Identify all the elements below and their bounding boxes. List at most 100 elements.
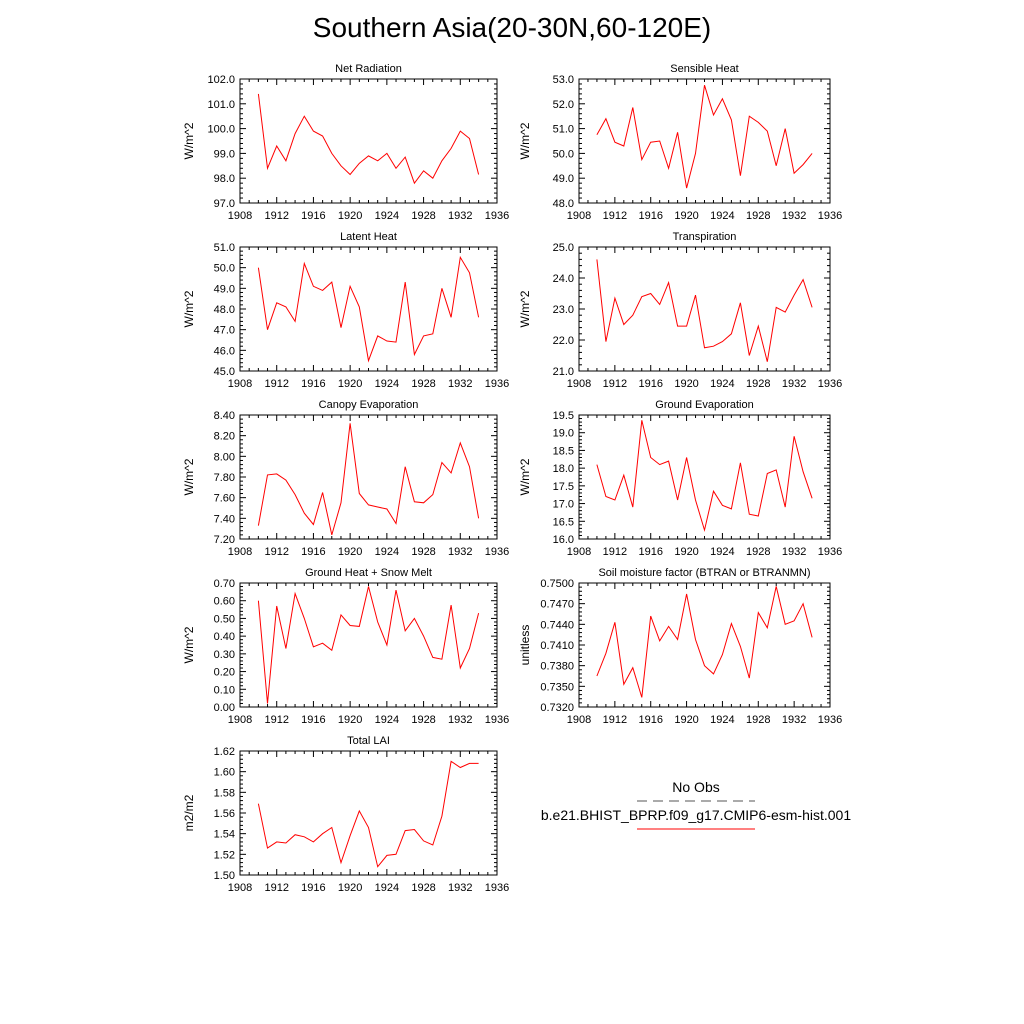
latent-heat-y-tick-label: 51.0 bbox=[214, 242, 235, 254]
total-lai-x-tick-label: 1928 bbox=[411, 882, 435, 894]
ground-heat-snow-melt-chart: 1908 1912 1916 1920 1924 1928 1932 1936 0.00 0.10… bbox=[182, 567, 509, 726]
sensible-heat-plot-frame bbox=[578, 78, 831, 204]
ground-evaporation-x-tick-label: 1932 bbox=[782, 546, 806, 558]
total-lai-x-tick-label: 1920 bbox=[338, 882, 362, 894]
ground-heat-snow-melt-x-tick-label: 1924 bbox=[375, 714, 399, 726]
total-lai-y-tick-label: 1.52 bbox=[214, 849, 235, 861]
total-lai-y-tick-label: 1.50 bbox=[214, 870, 235, 882]
sensible-heat-x-tick-label: 1920 bbox=[674, 210, 698, 222]
net-radiation-y-axis-label: W/m^2 bbox=[182, 122, 196, 159]
transpiration-x-tick-label: 1912 bbox=[603, 378, 627, 390]
net-radiation-y-tick-label: 97.0 bbox=[214, 198, 235, 210]
ground-heat-snow-melt-x-tick-label: 1920 bbox=[338, 714, 362, 726]
total-lai-title: Total LAI bbox=[347, 735, 390, 747]
latent-heat-x-tick-label: 1936 bbox=[485, 378, 509, 390]
ground-evaporation-title: Ground Evaporation bbox=[655, 399, 753, 411]
sensible-heat-x-tick-label: 1916 bbox=[638, 210, 662, 222]
transpiration-title: Transpiration bbox=[673, 231, 737, 243]
latent-heat-title: Latent Heat bbox=[340, 231, 397, 243]
transpiration-y-tick-label: 21.0 bbox=[553, 366, 574, 378]
legend-obs-label: No Obs bbox=[672, 779, 720, 795]
ground-heat-snow-melt-series-line bbox=[257, 586, 480, 704]
transpiration-x-tick-label: 1916 bbox=[638, 378, 662, 390]
ground-evaporation-y-tick-label: 17.0 bbox=[553, 499, 574, 511]
canopy-evaporation-title: Canopy Evaporation bbox=[319, 399, 419, 411]
soil-moisture-factor-btran-or-btranmn-x-tick-label: 1928 bbox=[746, 714, 770, 726]
soil-moisture-factor-btran-or-btranmn-y-tick-label: 0.7380 bbox=[540, 661, 574, 673]
transpiration-x-tick-label: 1924 bbox=[710, 378, 734, 390]
total-lai-y-tick-label: 1.60 bbox=[214, 767, 235, 779]
total-lai-y-tick-label: 1.54 bbox=[214, 829, 235, 841]
ground-heat-snow-melt-y-tick-label: 0.00 bbox=[214, 702, 235, 714]
net-radiation-plot-frame bbox=[239, 78, 498, 204]
soil-moisture-factor-btran-or-btranmn-series-line bbox=[596, 586, 813, 698]
sensible-heat-y-tick-label: 53.0 bbox=[553, 74, 574, 86]
total-lai-x-tick-label: 1936 bbox=[485, 882, 509, 894]
ground-heat-snow-melt-y-axis-label: W/m^2 bbox=[182, 626, 196, 663]
canopy-evaporation-y-tick-label: 8.20 bbox=[214, 431, 235, 443]
soil-moisture-factor-btran-or-btranmn-y-axis-label: unitless bbox=[518, 625, 532, 666]
ground-heat-snow-melt-y-tick-label: 0.30 bbox=[214, 649, 235, 661]
ground-evaporation-y-tick-label: 18.0 bbox=[553, 463, 574, 475]
total-lai-x-tick-label: 1924 bbox=[375, 882, 399, 894]
total-lai-chart: 1908 1912 1916 1920 1924 1928 1932 1936 1.50 1.52… bbox=[182, 735, 509, 894]
ground-evaporation-series-line bbox=[596, 420, 813, 533]
total-lai-x-tick-label: 1932 bbox=[448, 882, 472, 894]
canopy-evaporation-x-tick-label: 1932 bbox=[448, 546, 472, 558]
sensible-heat-x-tick-label: 1912 bbox=[603, 210, 627, 222]
ground-evaporation-chart: 1908 1912 1916 1920 1924 1928 1932 1936 16.0 16.5… bbox=[518, 399, 842, 558]
latent-heat-y-tick-label: 46.0 bbox=[214, 345, 235, 357]
ground-evaporation-x-tick-label: 1908 bbox=[567, 546, 591, 558]
ground-evaporation-y-tick-label: 16.5 bbox=[553, 516, 574, 528]
ground-evaporation-x-tick-label: 1924 bbox=[710, 546, 734, 558]
latent-heat-chart: 1908 1912 1916 1920 1924 1928 1932 1936 45.0 46.0… bbox=[182, 231, 509, 390]
canopy-evaporation-x-tick-label: 1924 bbox=[375, 546, 399, 558]
latent-heat-series-line bbox=[257, 255, 480, 363]
transpiration-x-tick-label: 1936 bbox=[818, 378, 842, 390]
net-radiation-y-tick-label: 100.0 bbox=[207, 124, 235, 136]
soil-moisture-factor-btran-or-btranmn-y-tick-label: 0.7470 bbox=[540, 599, 574, 611]
canopy-evaporation-y-tick-label: 7.40 bbox=[214, 513, 235, 525]
ground-evaporation-y-axis-label: W/m^2 bbox=[518, 458, 532, 495]
canopy-evaporation-plot-frame bbox=[239, 414, 498, 540]
net-radiation-y-tick-label: 98.0 bbox=[214, 173, 235, 185]
ground-heat-snow-melt-y-tick-label: 0.50 bbox=[214, 613, 235, 625]
sensible-heat-title: Sensible Heat bbox=[670, 63, 739, 75]
soil-moisture-factor-btran-or-btranmn-x-tick-label: 1924 bbox=[710, 714, 734, 726]
ground-heat-snow-melt-title: Ground Heat + Snow Melt bbox=[305, 567, 432, 579]
ground-evaporation-plot-frame bbox=[578, 414, 831, 540]
canopy-evaporation-x-tick-label: 1920 bbox=[338, 546, 362, 558]
canopy-evaporation-y-axis-label: W/m^2 bbox=[182, 458, 196, 495]
ground-heat-snow-melt-y-tick-label: 0.10 bbox=[214, 684, 235, 696]
transpiration-y-axis-label: W/m^2 bbox=[518, 290, 532, 327]
net-radiation-chart: 1908 1912 1916 1920 1924 1928 1932 1936 97.0 98.0… bbox=[182, 63, 509, 222]
sensible-heat-y-tick-label: 52.0 bbox=[553, 99, 574, 111]
transpiration-y-tick-label: 25.0 bbox=[553, 242, 574, 254]
ground-heat-snow-melt-y-tick-label: 0.60 bbox=[214, 596, 235, 608]
sensible-heat-y-tick-label: 50.0 bbox=[553, 148, 574, 160]
page-title: Southern Asia(20-30N,60-120E) bbox=[312, 12, 712, 43]
total-lai-x-tick-label: 1912 bbox=[264, 882, 288, 894]
latent-heat-y-tick-label: 47.0 bbox=[214, 325, 235, 337]
ground-heat-snow-melt-x-tick-label: 1912 bbox=[264, 714, 288, 726]
soil-moisture-factor-btran-or-btranmn-plot-frame bbox=[578, 582, 831, 708]
ground-heat-snow-melt-x-tick-label: 1932 bbox=[448, 714, 472, 726]
soil-moisture-factor-btran-or-btranmn-x-tick-label: 1932 bbox=[782, 714, 806, 726]
soil-moisture-factor-btran-or-btranmn-y-tick-label: 0.7350 bbox=[540, 681, 574, 693]
net-radiation-x-tick-label: 1928 bbox=[411, 210, 435, 222]
net-radiation-x-tick-label: 1912 bbox=[264, 210, 288, 222]
ground-heat-snow-melt-x-tick-label: 1916 bbox=[301, 714, 325, 726]
canopy-evaporation-y-tick-label: 8.00 bbox=[214, 451, 235, 463]
ground-heat-snow-melt-x-tick-label: 1936 bbox=[485, 714, 509, 726]
sensible-heat-x-tick-label: 1936 bbox=[818, 210, 842, 222]
latent-heat-y-axis-label: W/m^2 bbox=[182, 290, 196, 327]
net-radiation-x-tick-label: 1920 bbox=[338, 210, 362, 222]
canopy-evaporation-chart: 1908 1912 1916 1920 1924 1928 1932 1936 7.20 7.40… bbox=[182, 399, 509, 558]
total-lai-series-line bbox=[257, 760, 479, 868]
net-radiation-y-tick-label: 99.0 bbox=[214, 148, 235, 160]
ground-evaporation-x-tick-label: 1936 bbox=[818, 546, 842, 558]
ground-evaporation-y-tick-label: 19.0 bbox=[553, 428, 574, 440]
ground-evaporation-y-tick-label: 19.5 bbox=[553, 410, 574, 422]
net-radiation-x-tick-label: 1932 bbox=[448, 210, 472, 222]
sensible-heat-x-tick-label: 1908 bbox=[567, 210, 591, 222]
